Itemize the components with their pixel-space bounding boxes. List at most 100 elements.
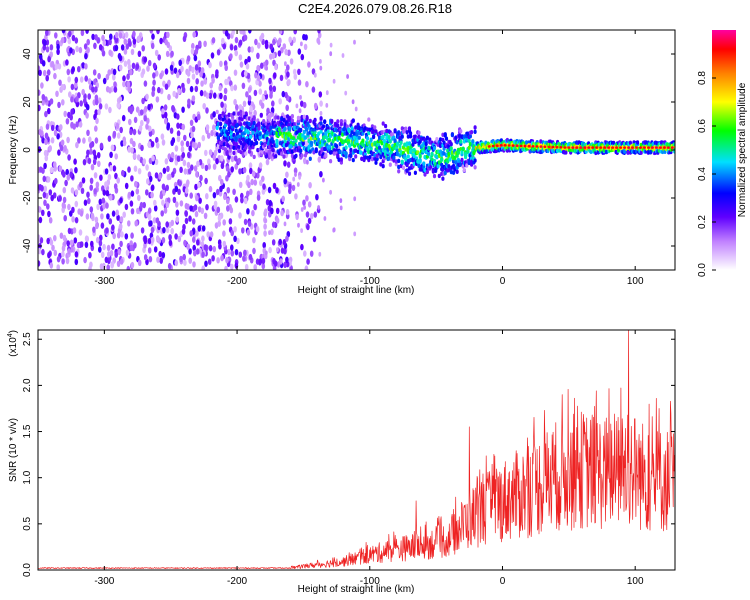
colorbar-tick-label: 0.4 [697, 167, 708, 181]
spectrogram-noise-cell [69, 47, 73, 54]
spectrogram-noise-cell [317, 32, 322, 39]
spectrogram-noise-cell [119, 126, 123, 134]
spectrogram-noise-cell [122, 211, 126, 218]
spectrogram-noise-cell [261, 95, 266, 102]
spectrogram-ridge-cell [579, 146, 583, 149]
spectrogram-noise-cell [49, 262, 54, 269]
spectrogram-noise-cell [145, 189, 149, 196]
spectrogram-signal-cell [447, 164, 451, 169]
spectrogram-noise-cell [163, 207, 168, 214]
spectrogram-noise-cell [38, 247, 42, 255]
spectrogram-noise-cell [159, 257, 163, 264]
spectrogram-noise-cell [254, 72, 258, 79]
spectrogram-noise-cell [128, 40, 132, 47]
spectrogram-noise-cell [102, 203, 106, 210]
spectrogram-noise-cell [70, 83, 75, 91]
spectrogram-noise-cell [175, 71, 180, 79]
spectrogram-noise-cell [41, 94, 46, 101]
spectrogram-noise-cell [211, 37, 216, 44]
spectrogram-noise-cell [292, 176, 296, 182]
spectrogram-signal-cell [216, 136, 220, 141]
spectrogram-noise-cell [230, 155, 235, 163]
spectrogram-noise-cell [209, 82, 213, 89]
spectrogram-noise-cell [74, 76, 79, 84]
spectrogram-signal-cell [222, 142, 226, 147]
spectrogram-noise-cell [149, 30, 154, 34]
colorbar-tick-label: 0.8 [697, 71, 708, 85]
spectrogram-noise-cell [113, 86, 118, 93]
spectrogram-signal-cell [258, 131, 262, 137]
spectrogram-noise-cell [84, 75, 88, 82]
spectrogram-noise-cell [351, 99, 355, 105]
spectrogram-signal-cell [461, 146, 465, 152]
spectrogram-noise-cell [180, 146, 185, 153]
spectrogram-noise-cell [38, 104, 41, 112]
spectrogram-noise-cell [193, 165, 198, 172]
spectrogram-noise-cell [246, 229, 251, 236]
spectrogram-noise-cell [195, 248, 200, 255]
spectrogram-noise-cell [273, 260, 278, 267]
spectrogram-ridge-cell [654, 146, 658, 149]
spectrogram-noise-cell [247, 95, 252, 102]
spectrogram-noise-cell [198, 197, 202, 204]
spectrogram-noise-cell [89, 184, 93, 191]
spectrogram-signal-cell [381, 134, 385, 140]
spectrogram-noise-cell [295, 213, 299, 220]
spectrogram-noise-cell [107, 69, 111, 76]
spectrogram-noise-cell [185, 140, 190, 148]
spectrogram-noise-cell [140, 144, 144, 152]
spectrogram-signal-cell [300, 153, 304, 158]
snr-background [38, 330, 675, 570]
spectrogram-noise-cell [206, 231, 210, 238]
spectrogram-ridge-cell [511, 144, 515, 147]
spectrogram-noise-cell [102, 77, 107, 85]
spectrogram-noise-cell [187, 151, 191, 159]
spectrogram-noise-cell [85, 112, 89, 119]
spectrogram-signal-cell [332, 151, 336, 156]
spectrogram-noise-cell [306, 258, 310, 265]
spectrogram-noise-cell [129, 128, 133, 136]
spectrogram-noise-cell [271, 52, 276, 60]
spectrogram-noise-cell [152, 79, 156, 86]
spectrogram-noise-cell [56, 43, 60, 51]
spectrogram-signal-cell [387, 156, 391, 161]
spectrogram-noise-cell [99, 142, 104, 149]
spectrogram-noise-cell [192, 31, 196, 38]
svg-text:(x104): (x104) [7, 330, 19, 357]
spectrogram-noise-cell [319, 65, 323, 71]
spectrogram-signal-cell [441, 132, 445, 137]
spectrogram-signal-cell [215, 125, 219, 131]
spectrogram-noise-cell [240, 197, 244, 204]
spectrogram-signal-cell [380, 141, 384, 146]
spectrogram-noise-cell [184, 217, 189, 225]
spectrogram-noise-cell [154, 172, 159, 179]
spectrogram-noise-cell [124, 203, 129, 211]
spectrogram-signal-cell [274, 115, 278, 120]
spectrogram-signal-cell [373, 125, 377, 130]
scale-factor-close: ) [8, 330, 19, 333]
spectrogram-noise-cell [182, 253, 186, 261]
spectrogram-noise-cell [297, 222, 300, 228]
spectrogram-noise-cell [94, 109, 98, 116]
spectrogram-noise-cell [75, 45, 79, 53]
spectrogram-noise-cell [70, 108, 74, 115]
spectrogram-signal-cell [374, 129, 378, 134]
spectrogram-signal-cell [227, 112, 231, 118]
spectrogram-noise-cell [126, 73, 130, 80]
spectrogram-noise-cell [89, 177, 94, 184]
spectrogram-noise-cell [232, 188, 236, 195]
spectrogram-noise-cell [276, 247, 279, 253]
spectrogram-noise-cell [66, 240, 70, 247]
spectrogram-noise-cell [282, 239, 287, 246]
spectrogram-noise-cell [346, 74, 349, 79]
spectrogram-noise-cell [191, 141, 196, 148]
spectrogram-noise-cell [280, 247, 285, 254]
spectrogram-noise-cell [73, 158, 77, 165]
spectrogram-ridge-cell [495, 144, 499, 147]
spectrogram-noise-cell [189, 192, 193, 199]
spectrogram-noise-cell [128, 118, 132, 126]
scale-factor-exponent: 4 [7, 333, 14, 337]
spectrogram-y-tick-label: 20 [22, 96, 33, 108]
spectrogram-noise-cell [189, 119, 194, 127]
spectrogram-noise-cell [284, 61, 287, 67]
